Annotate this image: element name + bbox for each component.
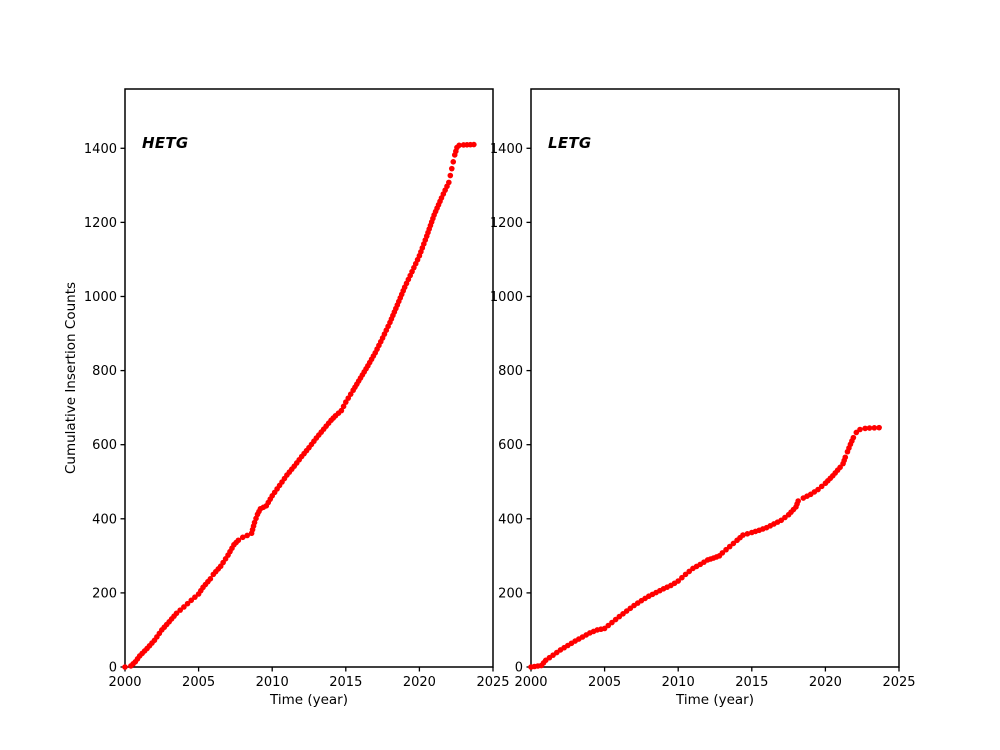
x-tick-label: 2025: [882, 675, 915, 690]
data-point: [740, 532, 746, 538]
x-tick-label: 2000: [514, 675, 547, 690]
y-tick-label: 1200: [84, 216, 117, 231]
data-point: [181, 604, 187, 610]
data-point: [679, 574, 685, 581]
data-point: [862, 425, 868, 432]
y-tick-label: 600: [92, 438, 117, 453]
data-point: [447, 172, 454, 179]
y-tick-label: 400: [92, 512, 117, 527]
data-point: [726, 543, 733, 550]
data-point: [207, 576, 214, 582]
x-tick-label: 2005: [182, 675, 215, 690]
x-tick-label: 2000: [108, 675, 141, 690]
data-point: [675, 578, 681, 584]
x-tick-label: 2010: [256, 675, 289, 690]
data-point: [448, 165, 455, 172]
data-point: [192, 594, 198, 600]
data-point: [842, 454, 849, 461]
data-point: [446, 179, 452, 186]
data-point: [177, 607, 183, 613]
y-tick-label: 200: [92, 586, 117, 601]
plot-border: [530, 88, 900, 668]
data-point: [235, 537, 242, 544]
data-point: [795, 498, 801, 504]
y-tick-label: 1000: [84, 290, 117, 305]
data-point: [719, 550, 726, 556]
data-point: [815, 486, 821, 493]
data-point: [122, 664, 128, 670]
data-point: [471, 141, 477, 148]
x-tick-label: 2015: [329, 675, 362, 690]
y-tick-label: 800: [498, 364, 523, 379]
y-tick-label: 1400: [490, 142, 523, 157]
plot-border: [124, 88, 494, 668]
y-tick-label: 800: [92, 364, 117, 379]
y-tick-label: 400: [498, 512, 523, 527]
y-tick-label: 1000: [490, 290, 523, 305]
data-point: [244, 532, 250, 539]
data-point: [876, 424, 882, 431]
hetg-label: HETG: [142, 134, 189, 152]
data-point: [850, 434, 857, 441]
data-point: [450, 159, 457, 165]
letg-label: LETG: [548, 134, 592, 152]
data-point: [866, 425, 873, 431]
data-point: [239, 534, 246, 541]
data-point: [871, 425, 878, 431]
y-tick-label: 200: [498, 586, 523, 601]
data-point: [456, 142, 462, 149]
y-tick-label: 600: [498, 438, 523, 453]
data-point: [340, 403, 347, 410]
data-point: [744, 531, 751, 537]
data-point: [818, 483, 825, 490]
hetg-xaxis-label: Time (year): [270, 692, 348, 708]
data-point: [188, 597, 195, 604]
x-tick-label: 2025: [476, 675, 509, 690]
y-tick-label: 1400: [84, 142, 117, 157]
y-tick-label: 1200: [490, 216, 523, 231]
x-tick-label: 2020: [809, 675, 842, 690]
x-tick-label: 2005: [588, 675, 621, 690]
y-tick-label: 0: [109, 661, 117, 676]
y-axis-label: Cumulative Insertion Counts: [63, 281, 79, 475]
data-point: [730, 540, 737, 547]
letg-xaxis-label: Time (year): [676, 692, 754, 708]
data-point: [173, 610, 180, 617]
x-tick-label: 2010: [662, 675, 695, 690]
x-tick-label: 2015: [735, 675, 768, 690]
data-point: [184, 600, 191, 607]
data-point: [338, 407, 345, 414]
data-point: [723, 546, 729, 553]
x-tick-label: 2020: [403, 675, 436, 690]
data-point: [857, 426, 863, 433]
y-tick-label: 0: [515, 661, 523, 676]
